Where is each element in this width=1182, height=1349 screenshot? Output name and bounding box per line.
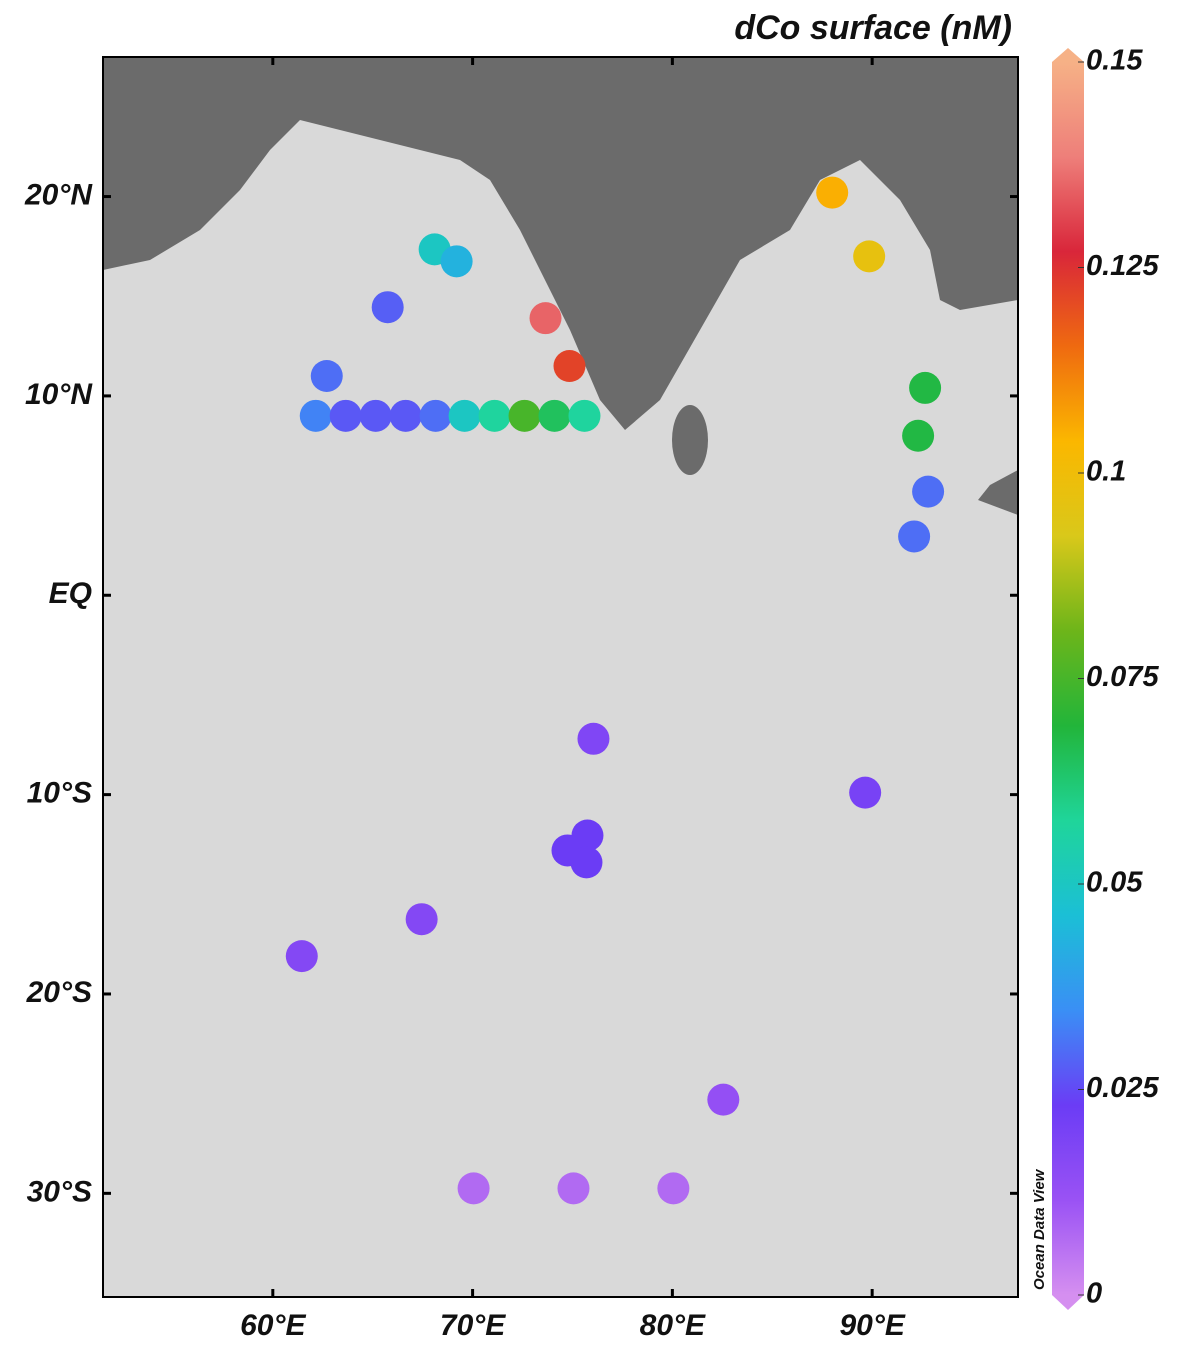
y-tick-label: 30°S [27, 1175, 92, 1208]
station [286, 940, 318, 972]
station [909, 372, 941, 404]
station [509, 400, 541, 432]
colorbar-extend [1052, 48, 1084, 62]
station [390, 400, 422, 432]
station [406, 903, 438, 935]
station [360, 400, 392, 432]
colorbar-tick-label: 0.125 [1086, 250, 1159, 282]
station [300, 400, 332, 432]
x-tick-label: 90°E [839, 1309, 905, 1342]
station [553, 350, 585, 382]
station [311, 360, 343, 392]
colorbar-tick-label: 0 [1086, 1278, 1102, 1310]
colorbar-extend [1052, 1295, 1084, 1310]
station [330, 400, 362, 432]
station [530, 302, 562, 334]
y-tick-label: 20°S [26, 976, 92, 1009]
station [539, 400, 571, 432]
land [672, 405, 708, 475]
station [449, 400, 481, 432]
station [816, 177, 848, 209]
colorbar-tick-label: 0.075 [1086, 661, 1159, 693]
station [441, 245, 473, 277]
station [458, 1172, 490, 1204]
colorbar-tick-label: 0.025 [1086, 1072, 1159, 1104]
y-tick-label: EQ [49, 577, 92, 610]
station [568, 400, 600, 432]
colorbar-tick-label: 0.1 [1086, 456, 1126, 488]
watermark: Ocean Data View [1031, 1168, 1048, 1290]
map-figure: dCo surface (nM) Ocean Data View 20°N 10°… [0, 0, 1182, 1349]
y-tick-label: 10°S [27, 777, 92, 810]
station [577, 723, 609, 755]
station [853, 240, 885, 272]
chart-title: dCo surface (nM) [734, 9, 1012, 47]
y-tick-label: 20°N [24, 178, 93, 211]
station [902, 420, 934, 452]
station [557, 1172, 589, 1204]
x-tick-label: 70°E [440, 1309, 506, 1342]
x-tick-label: 80°E [640, 1309, 706, 1342]
y-tick-label: 10°N [25, 378, 93, 411]
station [420, 400, 452, 432]
station [912, 476, 944, 508]
station [849, 777, 881, 809]
station [898, 520, 930, 552]
x-tick-label: 60°E [240, 1309, 306, 1342]
page: {"chart_data": {"type": "scatter", "titl… [0, 0, 1182, 1349]
colorbar-tick-label: 0.05 [1086, 867, 1143, 899]
station [479, 400, 511, 432]
station [570, 846, 602, 878]
station [657, 1172, 689, 1204]
station [372, 291, 404, 323]
colorbar-tick-label: 0.15 [1086, 45, 1143, 77]
station [707, 1084, 739, 1116]
